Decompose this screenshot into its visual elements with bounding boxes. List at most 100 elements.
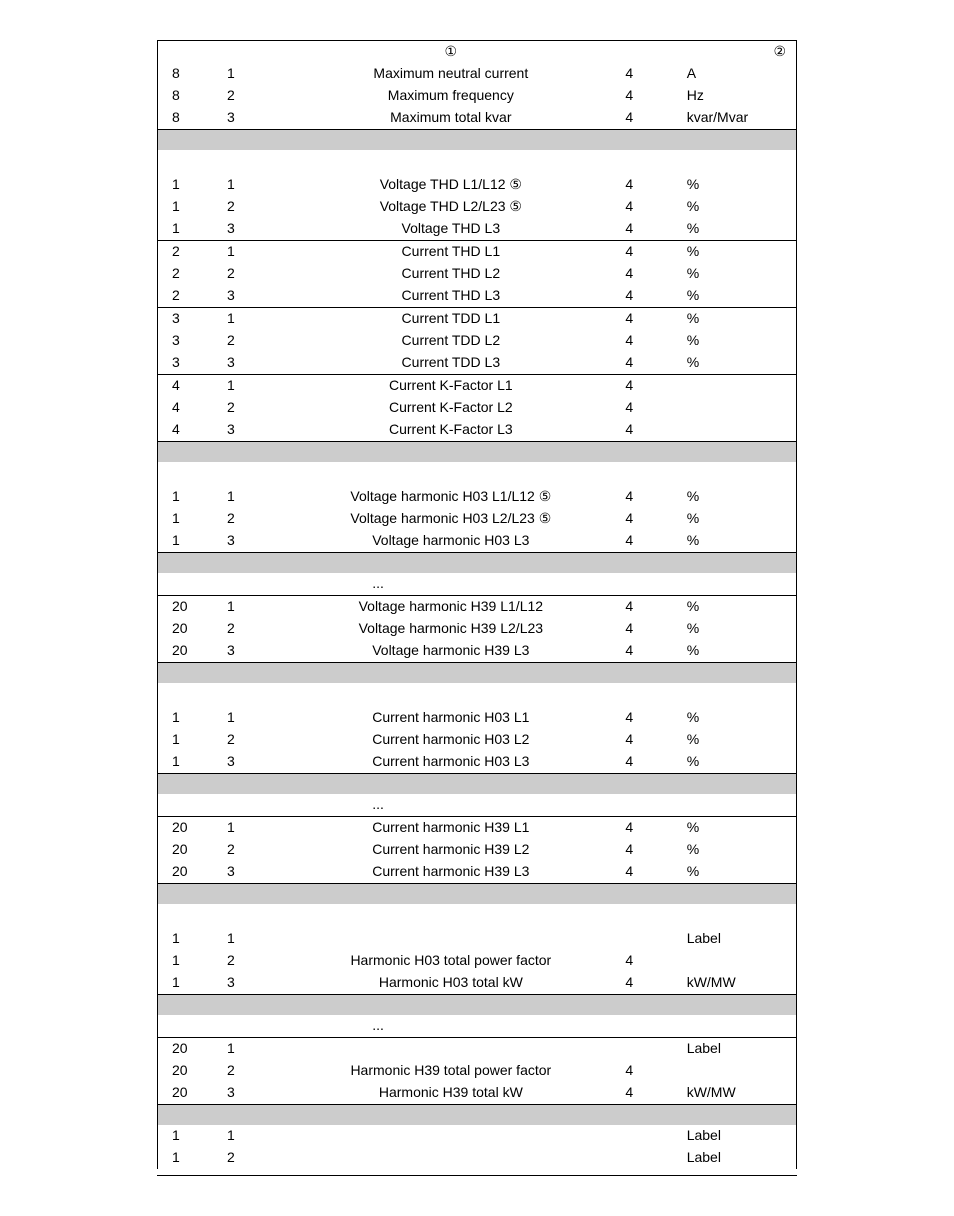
cell-col0: 1: [158, 729, 221, 751]
spacer-cell: [681, 683, 797, 707]
spacer-row: [158, 683, 797, 707]
cell-col0: 20: [158, 640, 221, 663]
cell-desc: Harmonic H39 total power factor: [282, 1060, 619, 1082]
cell-col0: 20: [158, 1038, 221, 1061]
spacer-cell: [282, 462, 619, 486]
cell-unit: Label: [681, 1125, 797, 1147]
cell-col1: 1: [221, 1038, 282, 1061]
cell-col1: 2: [221, 196, 282, 218]
cell-desc: [282, 1125, 619, 1147]
spacer-cell: [221, 904, 282, 928]
cell-col0: 1: [158, 196, 221, 218]
cell-unit: %: [681, 751, 797, 774]
ellipsis-cell: [619, 573, 680, 596]
cell-col3: 4: [619, 950, 680, 972]
table-row: 201Current harmonic H39 L14%: [158, 817, 797, 840]
cell-col1: 1: [221, 174, 282, 196]
section-divider: [158, 663, 797, 684]
header-col3: [619, 41, 680, 64]
table-row: 11Current harmonic H03 L14%: [158, 707, 797, 729]
table-row: 43Current K-Factor L34: [158, 419, 797, 442]
cell-col0: 3: [158, 330, 221, 352]
cell-col3: 4: [619, 107, 680, 130]
cell-col1: 3: [221, 861, 282, 884]
table-row: 11Label: [158, 1125, 797, 1147]
cell-unit: %: [681, 196, 797, 218]
ellipsis-cell: [619, 1015, 680, 1038]
cell-unit: %: [681, 618, 797, 640]
cell-col0: 1: [158, 530, 221, 553]
table-row: 203Harmonic H39 total kW4kW/MW: [158, 1082, 797, 1105]
cell-col0: 3: [158, 308, 221, 331]
cell-col0: 1: [158, 1125, 221, 1147]
cell-unit: kW/MW: [681, 972, 797, 995]
table-row: 203Voltage harmonic H39 L34%: [158, 640, 797, 663]
cell-col0: 1: [158, 218, 221, 241]
cell-col3: 4: [619, 63, 680, 85]
cell-desc: Voltage harmonic H39 L2/L23: [282, 618, 619, 640]
cell-col3: [619, 1147, 680, 1169]
cell-col1: 1: [221, 308, 282, 331]
cell-desc: Current harmonic H03 L1: [282, 707, 619, 729]
cell-unit: %: [681, 241, 797, 264]
cell-desc: Voltage harmonic H39 L3: [282, 640, 619, 663]
table-row: 11Label: [158, 928, 797, 950]
cell-desc: Current TDD L2: [282, 330, 619, 352]
cell-desc: Current K-Factor L3: [282, 419, 619, 442]
header-col0: [158, 41, 221, 64]
footer-rule: [157, 1175, 797, 1176]
cell-col3: 4: [619, 530, 680, 553]
spacer-row: [158, 904, 797, 928]
spacer-row: [158, 462, 797, 486]
header-desc: ①: [282, 41, 619, 64]
cell-col0: 1: [158, 508, 221, 530]
spacer-row: [158, 150, 797, 174]
cell-desc: Harmonic H03 total kW: [282, 972, 619, 995]
cell-desc: Current harmonic H39 L3: [282, 861, 619, 884]
cell-col3: 4: [619, 174, 680, 196]
cell-col1: 2: [221, 508, 282, 530]
cell-unit: %: [681, 640, 797, 663]
table-row: 41Current K-Factor L14: [158, 375, 797, 398]
table-row: 202Harmonic H39 total power factor4: [158, 1060, 797, 1082]
table-row: 82Maximum frequency4Hz: [158, 85, 797, 107]
cell-unit: Label: [681, 1147, 797, 1169]
ellipsis-text: ...: [282, 573, 619, 596]
cell-unit: %: [681, 174, 797, 196]
cell-unit: %: [681, 707, 797, 729]
cell-col3: 4: [619, 330, 680, 352]
cell-unit: %: [681, 729, 797, 751]
cell-desc: Harmonic H39 total kW: [282, 1082, 619, 1105]
cell-col3: [619, 1125, 680, 1147]
cell-col1: 1: [221, 817, 282, 840]
cell-unit: %: [681, 352, 797, 375]
cell-col0: 8: [158, 63, 221, 85]
spacer-cell: [619, 904, 680, 928]
cell-unit: %: [681, 596, 797, 619]
cell-desc: Harmonic H03 total power factor: [282, 950, 619, 972]
table-row: 31Current TDD L14%: [158, 308, 797, 331]
spacer-cell: [619, 150, 680, 174]
section-divider: [158, 774, 797, 795]
cell-col1: 1: [221, 486, 282, 508]
table-row: 202Voltage harmonic H39 L2/L234%: [158, 618, 797, 640]
ellipsis-cell: [158, 1015, 221, 1038]
spacer-cell: [619, 462, 680, 486]
cell-col1: 1: [221, 63, 282, 85]
cell-desc: Voltage harmonic H03 L1/L12 ⑤: [282, 486, 619, 508]
cell-desc: Voltage harmonic H03 L3: [282, 530, 619, 553]
cell-col1: 2: [221, 950, 282, 972]
section-divider: [158, 995, 797, 1016]
cell-col1: 3: [221, 640, 282, 663]
ellipsis-cell: [681, 1015, 797, 1038]
cell-col3: [619, 928, 680, 950]
cell-desc: Current THD L3: [282, 285, 619, 308]
cell-col3: 4: [619, 861, 680, 884]
cell-col0: 20: [158, 1082, 221, 1105]
ellipsis-cell: [681, 794, 797, 817]
table-header: ①②: [158, 41, 797, 64]
cell-unit: Label: [681, 928, 797, 950]
table-row: 12Label: [158, 1147, 797, 1169]
cell-col1: 2: [221, 397, 282, 419]
table-row: 81Maximum neutral current4A: [158, 63, 797, 85]
